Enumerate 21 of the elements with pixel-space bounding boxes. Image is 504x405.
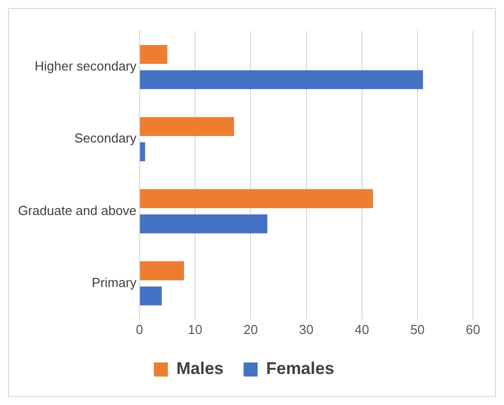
legend-label: Females xyxy=(266,359,334,378)
x-tick-label: 50 xyxy=(410,322,425,337)
bar xyxy=(140,214,268,234)
bar xyxy=(140,286,162,306)
bar xyxy=(140,117,234,136)
x-tick-label: 0 xyxy=(136,322,144,337)
bar xyxy=(140,142,146,162)
legend-label: Males xyxy=(176,359,224,378)
y-tick-label: Graduate and above xyxy=(18,202,137,218)
y-tick-label: Secondary xyxy=(74,130,138,146)
y-tick-label: Primary xyxy=(92,274,138,290)
x-tick-label: 20 xyxy=(243,322,258,337)
x-tick-label: 10 xyxy=(188,322,202,337)
y-tick-label: Higher secondary xyxy=(34,58,138,74)
bar xyxy=(140,44,168,64)
x-tick-label: 60 xyxy=(466,322,480,337)
x-tick-label: 40 xyxy=(354,322,370,337)
x-tick-label: 30 xyxy=(299,322,314,337)
bar xyxy=(140,70,423,90)
bar xyxy=(140,189,373,208)
bar xyxy=(140,261,184,280)
